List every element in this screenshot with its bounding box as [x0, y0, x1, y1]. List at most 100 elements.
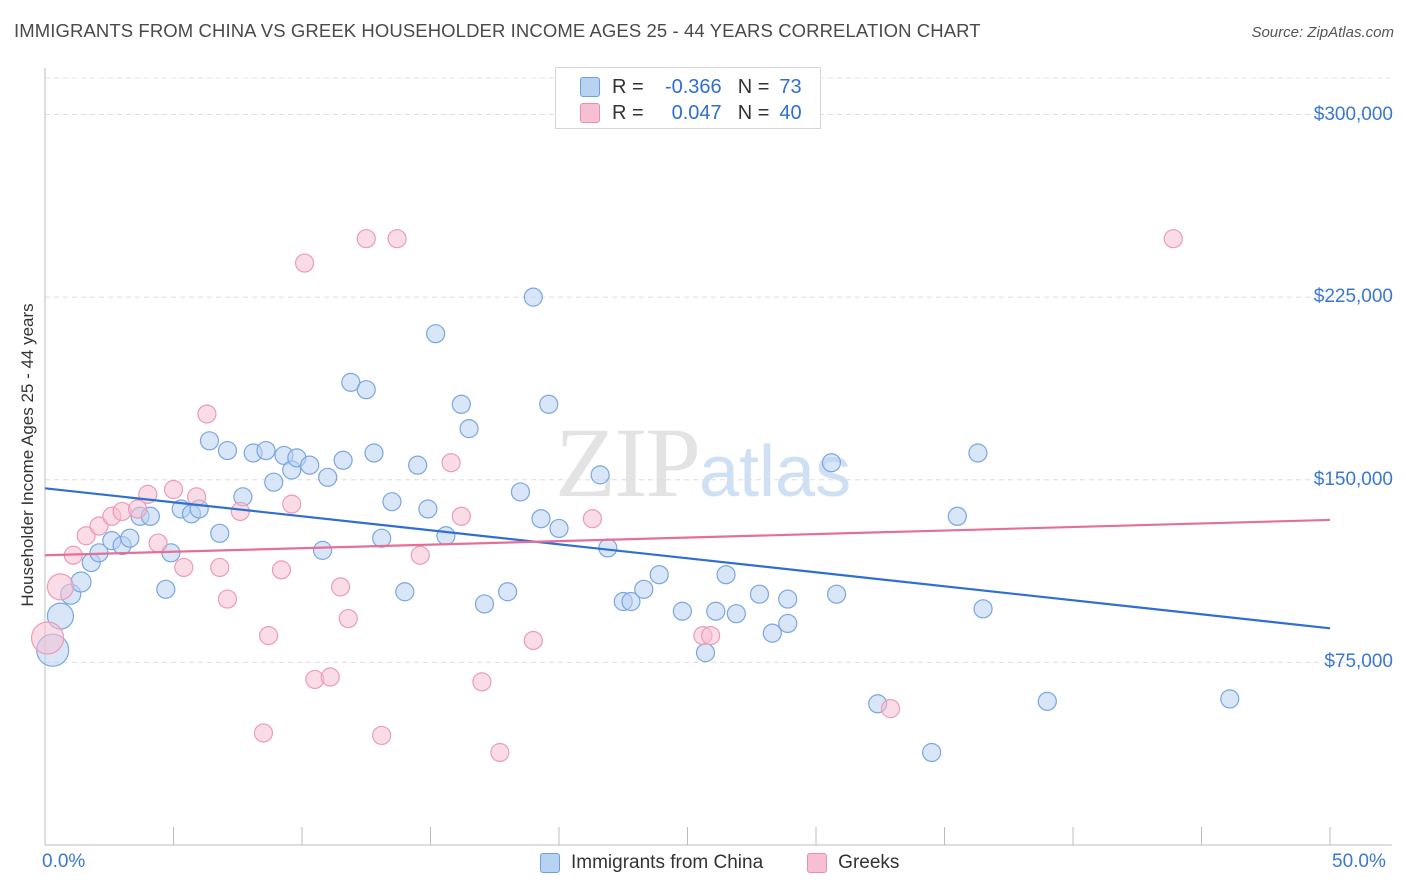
- n-label: N =: [738, 102, 770, 125]
- china-point: [396, 583, 414, 601]
- n-label: N =: [738, 76, 770, 99]
- greek-point: [260, 627, 278, 645]
- china-point: [475, 595, 493, 613]
- china-point: [650, 566, 668, 584]
- china-point: [257, 442, 275, 460]
- greek-point: [175, 558, 193, 576]
- greek-trend-line: [45, 520, 1330, 555]
- china-point: [779, 590, 797, 608]
- r-value: 0.047: [644, 102, 722, 125]
- china-point: [717, 566, 735, 584]
- china-point: [437, 527, 455, 545]
- china-point: [524, 288, 542, 306]
- china-point: [974, 600, 992, 618]
- data-points: [32, 230, 1239, 762]
- china-point: [696, 644, 714, 662]
- china-point: [301, 456, 319, 474]
- correlation-legend: R = -0.366 N = 73 R = 0.047 N = 40: [555, 67, 821, 129]
- scatter-plot: [0, 0, 1406, 892]
- legend-row-china: R = -0.366 N = 73: [580, 75, 802, 99]
- china-point: [314, 541, 332, 559]
- china-point: [499, 583, 517, 601]
- china-point: [383, 493, 401, 511]
- china-point: [828, 585, 846, 603]
- china-point: [121, 529, 139, 547]
- china-point: [822, 454, 840, 472]
- series-legend: Immigrants from China Greeks: [540, 852, 943, 874]
- greek-point: [524, 631, 542, 649]
- greek-point: [231, 502, 249, 520]
- china-point: [707, 602, 725, 620]
- china-point: [591, 466, 609, 484]
- china-point: [357, 381, 375, 399]
- china-point: [948, 507, 966, 525]
- r-value: -0.366: [644, 76, 722, 99]
- china-point: [365, 444, 383, 462]
- china-point: [532, 510, 550, 528]
- greek-point: [1164, 230, 1182, 248]
- china-point: [1038, 692, 1056, 710]
- china-point: [452, 395, 470, 413]
- x-tick-label: 50.0%: [1332, 851, 1386, 873]
- china-point: [511, 483, 529, 501]
- greek-point: [272, 561, 290, 579]
- legend-row-greeks: R = 0.047 N = 40: [580, 101, 802, 125]
- china-point: [409, 456, 427, 474]
- greek-point: [198, 405, 216, 423]
- china-point: [923, 743, 941, 761]
- china-point: [635, 580, 653, 598]
- y-tick-label: $150,000: [1314, 469, 1393, 491]
- legend-label: Immigrants from China: [571, 852, 763, 874]
- china-point: [71, 572, 91, 592]
- n-value: 40: [779, 102, 801, 125]
- china-point: [460, 420, 478, 438]
- china-point: [1221, 690, 1239, 708]
- china-point: [373, 529, 391, 547]
- greek-point: [332, 578, 350, 596]
- china-point: [265, 473, 283, 491]
- greek-point: [165, 481, 183, 499]
- greek-point: [283, 495, 301, 513]
- legend-swatch-blue: [540, 853, 560, 873]
- legend-swatch-pink: [580, 103, 600, 123]
- greek-point: [47, 574, 73, 600]
- china-point: [319, 468, 337, 486]
- greek-point: [452, 507, 470, 525]
- china-point: [969, 444, 987, 462]
- greek-point: [32, 622, 64, 654]
- china-point: [673, 602, 691, 620]
- r-label: R =: [612, 102, 644, 125]
- greek-point: [473, 673, 491, 691]
- greek-point: [702, 627, 720, 645]
- greek-point: [211, 558, 229, 576]
- china-point: [211, 524, 229, 542]
- china-point: [157, 580, 175, 598]
- greek-point: [321, 668, 339, 686]
- china-point: [419, 500, 437, 518]
- greek-point: [218, 590, 236, 608]
- greek-point: [442, 454, 460, 472]
- china-point: [750, 585, 768, 603]
- y-tick-label: $225,000: [1314, 286, 1393, 308]
- r-label: R =: [612, 76, 644, 99]
- greek-point: [254, 724, 272, 742]
- legend-label: Greeks: [838, 852, 899, 874]
- y-tick-label: $300,000: [1314, 104, 1393, 126]
- china-point: [427, 325, 445, 343]
- greek-point: [339, 610, 357, 628]
- greek-point: [373, 726, 391, 744]
- y-axis-label: Householder Income Ages 25 - 44 years: [18, 303, 38, 606]
- china-point: [779, 614, 797, 632]
- china-point: [727, 605, 745, 623]
- x-tick-label: 0.0%: [42, 851, 85, 873]
- greek-point: [296, 254, 314, 272]
- legend-item-greeks[interactable]: Greeks: [807, 852, 899, 874]
- greek-point: [882, 700, 900, 718]
- n-value: 73: [779, 76, 801, 99]
- greek-point: [583, 510, 601, 528]
- greek-point: [491, 743, 509, 761]
- greek-point: [388, 230, 406, 248]
- legend-swatch-blue: [580, 77, 600, 97]
- legend-item-china[interactable]: Immigrants from China: [540, 852, 763, 874]
- greek-point: [411, 546, 429, 564]
